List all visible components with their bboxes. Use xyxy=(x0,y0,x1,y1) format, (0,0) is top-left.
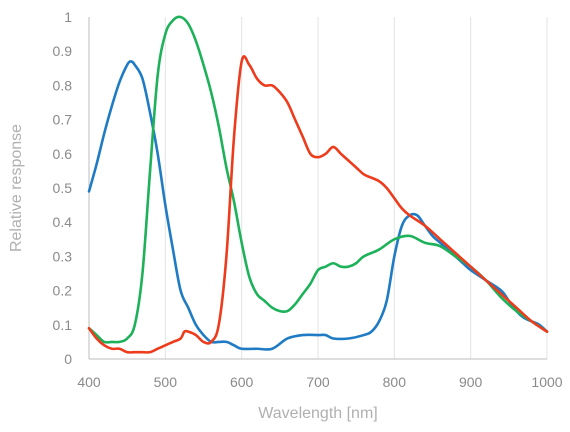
y-tick-label: 0.9 xyxy=(53,43,73,59)
series-line-blue xyxy=(87,60,549,351)
x-tick-label: 400 xyxy=(77,374,101,390)
tick-label-layer: 400 500 600 700 800 900 1000 0 0.1 0.2 0.3 0.4 0.5 0.… xyxy=(53,9,563,390)
series-layer xyxy=(87,15,549,354)
y-tick-label: 0.4 xyxy=(53,214,73,230)
y-tick-label: 1 xyxy=(64,9,72,25)
y-tick-label: 0.2 xyxy=(53,283,73,299)
x-tick-label: 900 xyxy=(459,374,483,390)
y-tick-label: 0.7 xyxy=(53,112,73,128)
y-axis-title: Relative response xyxy=(8,124,25,252)
y-tick-label: 0.3 xyxy=(53,248,73,264)
grid-layer xyxy=(164,17,548,359)
y-tick-label: 0.5 xyxy=(53,180,73,196)
y-tick-label: 0.6 xyxy=(53,146,73,162)
x-tick-label: 800 xyxy=(383,374,407,390)
y-tick-label: 0 xyxy=(64,351,72,367)
y-tick-label: 0.8 xyxy=(53,77,73,93)
x-axis-title: Wavelength [nm] xyxy=(258,405,377,422)
x-tick-label: 700 xyxy=(306,374,330,390)
series-line-green xyxy=(87,15,549,344)
x-tick-label: 500 xyxy=(154,374,178,390)
series-line-red xyxy=(87,55,549,354)
x-tick-label: 1000 xyxy=(531,374,562,390)
x-tick-label: 600 xyxy=(230,374,254,390)
y-tick-label: 0.1 xyxy=(53,317,73,333)
